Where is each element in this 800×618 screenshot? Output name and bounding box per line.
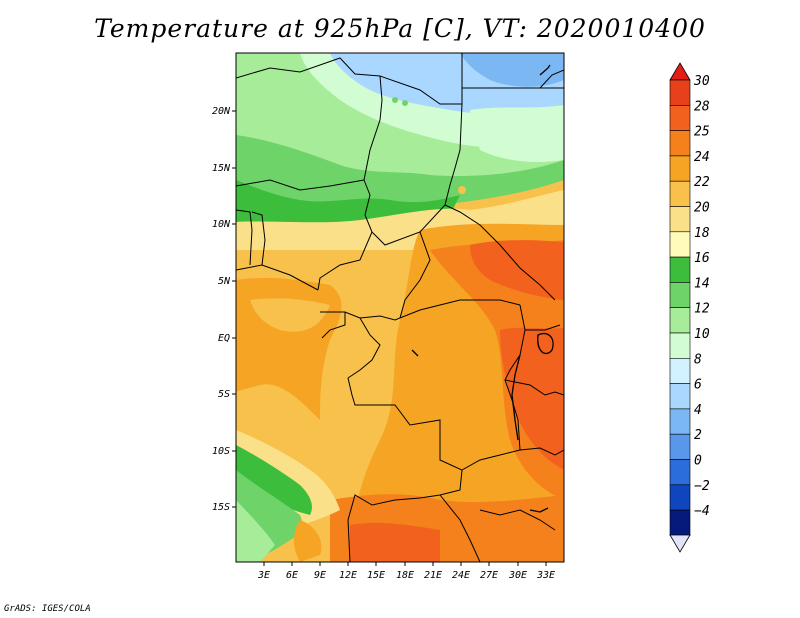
colorbar-swatch: [669, 231, 691, 258]
colorbar-label: 18: [694, 226, 710, 241]
map-frame: [235, 52, 565, 563]
colorbar-label: 2: [694, 428, 702, 443]
country-borders: [236, 53, 564, 562]
lat-label: 10S: [212, 446, 230, 457]
colorbar-label: 10: [694, 327, 710, 342]
lakes: [411, 64, 554, 513]
colorbar-swatch: [669, 433, 691, 460]
colorbar-swatch: [669, 105, 691, 131]
colorbar-label: 20: [694, 201, 710, 216]
lat-label: 20N: [212, 106, 231, 117]
colorbar-swatch: [669, 79, 691, 106]
colorbar-swatch: [669, 408, 691, 435]
colorbar-swatch: [669, 332, 691, 359]
temperature-field: [236, 53, 564, 562]
lon-label: 6E: [286, 570, 298, 581]
grads-credit: GrADS: IGES/COLA: [4, 604, 91, 614]
lat-label: EQ: [218, 333, 230, 344]
lat-label: 10N: [212, 219, 231, 230]
lon-label: 9E: [314, 570, 326, 581]
colorbar-label: 28: [694, 99, 710, 114]
colorbar-label: 22: [694, 175, 710, 190]
chart-title: Temperature at 925hPa [C], VT: 202001040…: [94, 14, 706, 43]
lon-label: 3E: [257, 570, 270, 581]
colorbar-label: 4: [694, 403, 702, 418]
colorbar-label: 6: [694, 378, 702, 393]
colorbar-swatch: [669, 155, 691, 182]
longitude-axis: 3E 6E 9E 12E 15E 18E 21E 24E 27E 30E 33E: [257, 570, 555, 581]
colorbar-bottom-arrow: [669, 534, 691, 553]
lon-label: 15E: [367, 570, 385, 581]
colorbar-swatch: [669, 130, 691, 157]
colorbar-swatch: [669, 383, 691, 410]
lat-label: 5S: [218, 389, 230, 400]
lon-label: 24E: [452, 570, 470, 581]
colorbar-label: −4: [694, 504, 710, 519]
colorbar-label: −2: [694, 479, 710, 494]
colorbar-swatch: [669, 282, 691, 308]
colorbar-label: 30: [693, 74, 710, 89]
lat-label: 15N: [212, 163, 231, 174]
colorbar-label: 12: [694, 302, 710, 317]
colorbar-label: 14: [694, 276, 710, 291]
colorbar-top-arrow: [669, 62, 691, 81]
lat-label: 15S: [212, 502, 230, 513]
colorbar-swatch: [669, 206, 691, 233]
colorbar-swatch: [669, 357, 691, 384]
colorbar-swatch: [669, 256, 691, 283]
colorbar-swatch: [669, 307, 691, 334]
latitude-axis: 20N 15N 10N 5N EQ 5S 10S 15S: [212, 106, 231, 513]
lon-label: 12E: [339, 570, 357, 581]
colorbar-swatch: [669, 180, 691, 207]
lon-label: 18E: [396, 570, 414, 581]
colorbar-label: 25: [694, 125, 710, 140]
colorbar-label: 8: [694, 352, 702, 367]
colorbar-label: 0: [694, 454, 702, 469]
colorbar-swatch: [669, 509, 691, 536]
colorbar-swatch: [669, 459, 691, 486]
axis-ticks: [232, 110, 547, 566]
lon-label: 33E: [536, 570, 555, 581]
lon-label: 27E: [480, 570, 498, 581]
colorbar-swatch: [669, 484, 691, 511]
colorbar-label: 16: [694, 251, 710, 266]
lat-label: 5N: [218, 276, 231, 287]
lon-label: 30E: [508, 570, 527, 581]
lon-label: 21E: [424, 570, 442, 581]
colorbar-label: 24: [694, 150, 710, 165]
